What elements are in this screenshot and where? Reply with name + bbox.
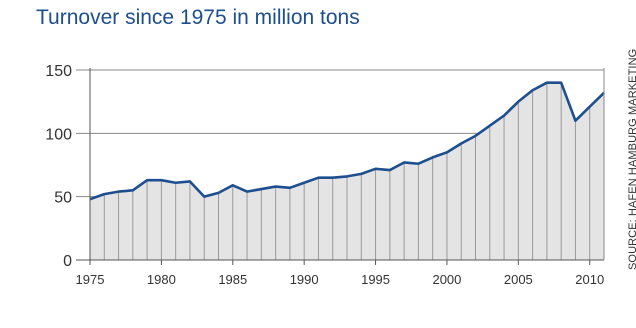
source-text: SOURCE: HAFEN HAMBURG MARKETING [627,48,636,270]
source-note: SOURCE: HAFEN HAMBURG MARKETING [614,49,636,270]
x-tick-label-1985: 1985 [218,272,247,287]
y-tick-labels: 0 50 100 150 [45,63,72,270]
x-tick-label-2000: 2000 [432,272,461,287]
y-tick-label-150: 150 [45,63,72,80]
x-tick-label-2005: 2005 [504,272,533,287]
year-bars [89,82,605,260]
y-tick-label-0: 0 [63,253,72,270]
x-tick-label-1995: 1995 [361,272,390,287]
x-tick-label-1980: 1980 [147,272,176,287]
x-tick-label-1975: 1975 [76,272,105,287]
y-tick-label-50: 50 [54,190,72,207]
x-tick-label-2010: 2010 [575,272,604,287]
x-tick-labels: 1975 1980 1985 1990 1995 2000 2005 2010 [76,272,605,287]
axes [76,68,605,265]
chart-title: Turnover since 1975 in million tons [36,6,360,29]
series-line [89,81,605,201]
y-tick-label-100: 100 [45,126,72,143]
x-tick-label-1990: 1990 [290,272,319,287]
turnover-line [89,81,605,201]
